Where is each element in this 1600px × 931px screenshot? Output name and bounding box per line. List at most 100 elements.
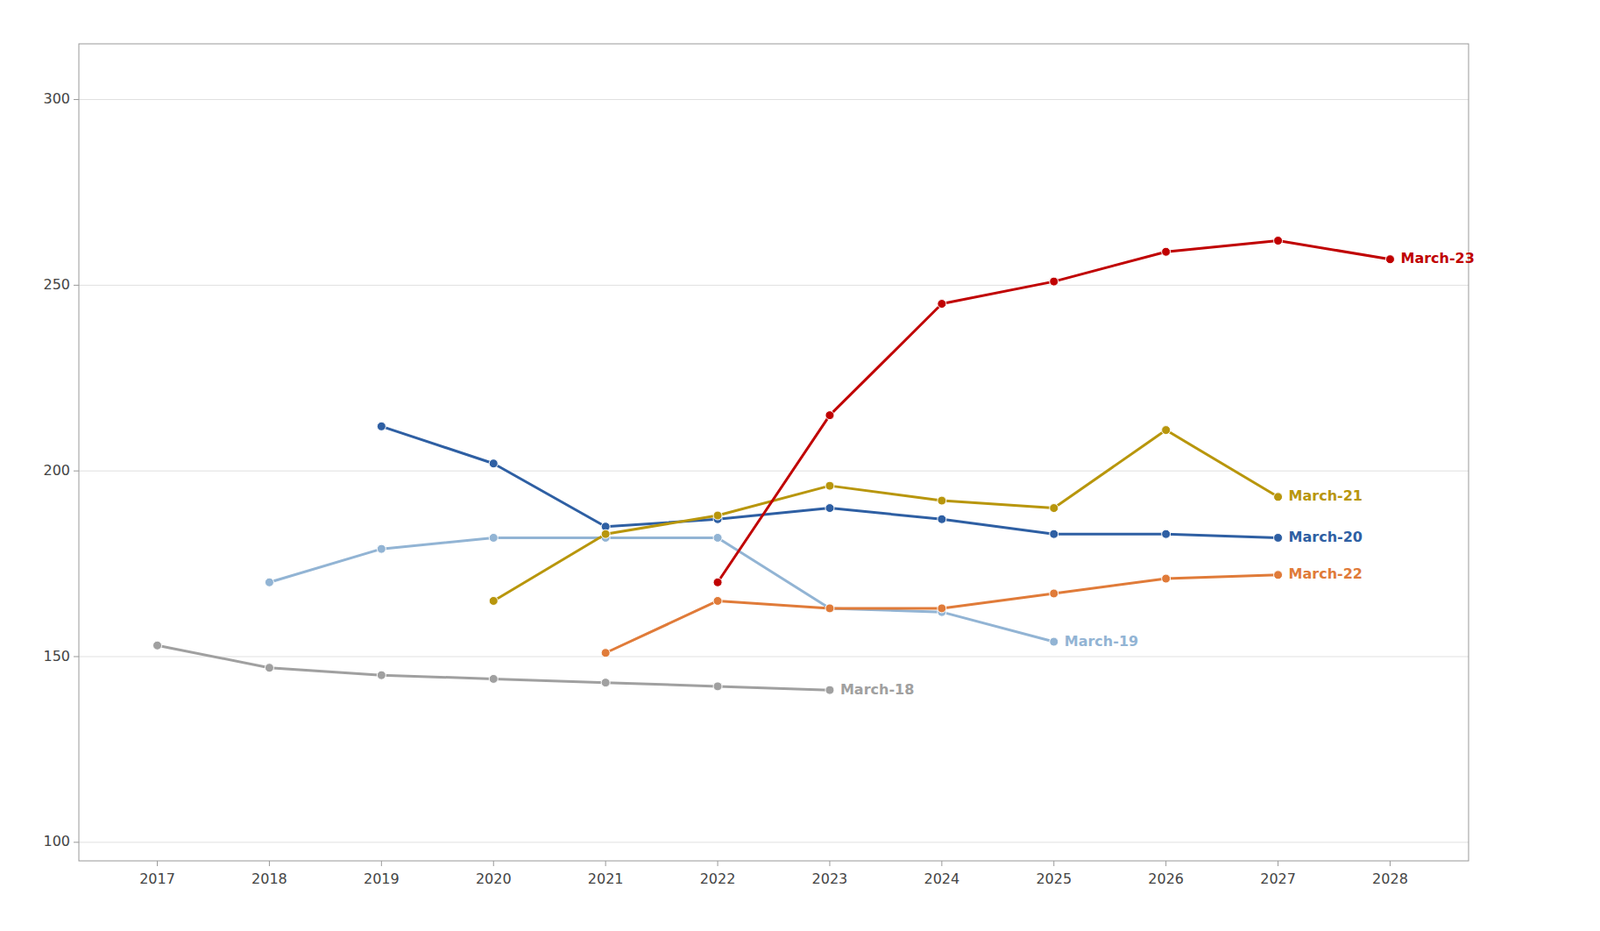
x-tick-label: 2026 [1147, 870, 1184, 887]
point [376, 544, 386, 553]
line [605, 574, 1278, 653]
point [488, 595, 498, 605]
x-tick [1053, 860, 1055, 866]
y-tick [73, 656, 79, 658]
x-tick [1277, 860, 1279, 866]
y-tick-label: 200 [42, 461, 71, 479]
x-tick-label: 2021 [587, 870, 624, 887]
point [153, 640, 163, 650]
grid-line [78, 99, 1469, 100]
point [601, 648, 610, 658]
grid [78, 99, 1469, 843]
line [717, 240, 1390, 583]
series-label: March-22 [1288, 565, 1363, 582]
point [1049, 276, 1059, 286]
grid-line [78, 656, 1469, 658]
point [264, 663, 274, 673]
point [1161, 247, 1171, 256]
point [1274, 492, 1283, 502]
point [825, 410, 835, 420]
point [713, 510, 723, 520]
point [937, 514, 947, 524]
series-label: March-18 [840, 680, 914, 698]
point [376, 670, 386, 680]
point [1049, 503, 1059, 513]
point [488, 673, 498, 683]
chart: 1001502002503002017201820192020202120222… [0, 0, 1600, 931]
x-tick [156, 860, 158, 866]
x-tick-label: 2019 [363, 870, 400, 887]
y-tick [73, 99, 79, 100]
point [601, 678, 610, 687]
y-tick-label: 100 [42, 832, 71, 850]
line [493, 430, 1278, 602]
y-tick-label: 150 [42, 647, 71, 665]
x-tick [605, 860, 607, 866]
point [825, 603, 835, 613]
point [825, 603, 835, 613]
y-tick [73, 841, 79, 843]
point [1049, 588, 1059, 598]
x-tick-label: 2023 [812, 870, 849, 887]
point [713, 681, 723, 691]
series-labels: March-18March-19March-20March-21March-22… [840, 249, 1475, 697]
series [488, 425, 1282, 606]
series [713, 236, 1395, 588]
x-tick [381, 860, 383, 866]
point [713, 595, 723, 605]
x-tick [717, 860, 719, 866]
grid-line [78, 470, 1469, 472]
x-tick [941, 860, 942, 866]
x-tick-label: 2025 [1035, 870, 1072, 887]
x-tick [1389, 860, 1391, 866]
x-tick [493, 860, 495, 866]
point [1274, 236, 1283, 246]
point [488, 532, 498, 542]
series [601, 570, 1282, 658]
point [1161, 529, 1171, 539]
point [937, 299, 947, 309]
y-tick [73, 284, 79, 286]
x-axis: 2017201820192020202120222023202420252026… [139, 860, 1409, 887]
point [264, 577, 274, 587]
point [825, 685, 835, 694]
point [601, 529, 610, 539]
point [1049, 529, 1059, 539]
series [153, 640, 835, 694]
x-tick-label: 2028 [1372, 870, 1409, 887]
point [376, 421, 386, 431]
plot-frame [78, 43, 1469, 861]
series [264, 532, 1058, 646]
line [157, 644, 830, 690]
point [1274, 570, 1283, 580]
y-tick [73, 470, 79, 472]
series-label: March-20 [1288, 528, 1363, 546]
x-tick-label: 2018 [251, 870, 288, 887]
point [937, 495, 947, 505]
x-tick-label: 2027 [1260, 870, 1296, 887]
point [713, 532, 723, 542]
point [488, 459, 498, 468]
point [1274, 532, 1283, 542]
y-axis: 100 150 200 250 300 [42, 90, 79, 850]
x-tick [828, 860, 830, 866]
plot-area [153, 236, 1395, 695]
point [1385, 254, 1395, 264]
grid-line [78, 284, 1469, 286]
series-label: March-23 [1400, 249, 1474, 267]
x-tick [269, 860, 270, 866]
series-label: March-21 [1288, 487, 1363, 504]
y-tick-label: 300 [42, 90, 71, 107]
y-tick-label: 250 [42, 276, 71, 293]
x-tick-label: 2020 [475, 870, 512, 887]
point [937, 603, 947, 613]
point [1161, 425, 1171, 435]
x-tick-label: 2022 [700, 870, 737, 887]
x-tick-label: 2024 [923, 870, 960, 887]
point [825, 481, 835, 490]
point [825, 503, 835, 513]
x-tick [1165, 860, 1167, 866]
line [381, 425, 1278, 538]
grid-line [78, 841, 1469, 843]
series [376, 421, 1282, 542]
